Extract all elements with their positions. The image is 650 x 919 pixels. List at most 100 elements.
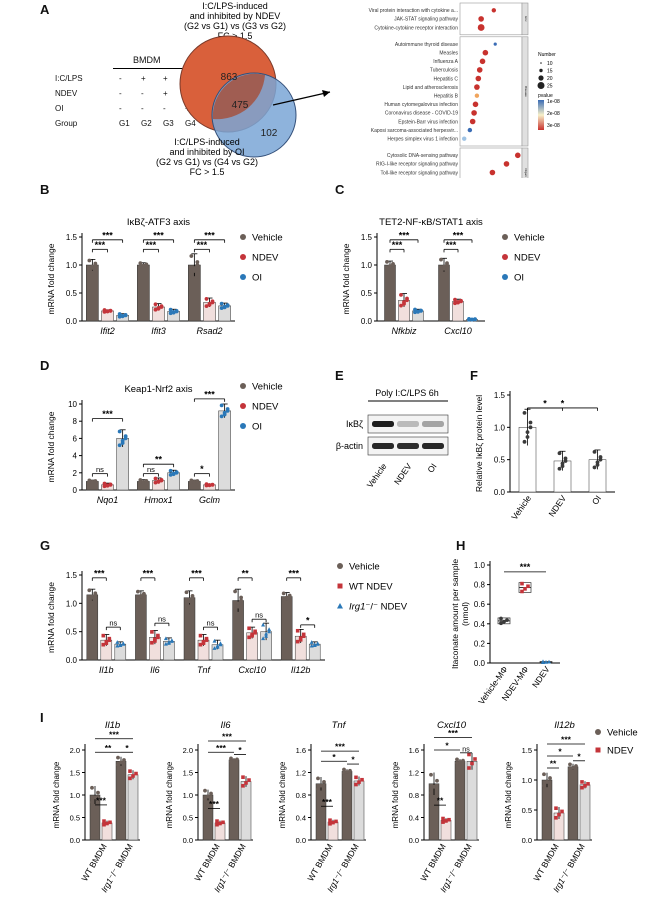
- data-point: [298, 638, 303, 642]
- y-tick-label: 8: [73, 417, 78, 426]
- significance-label: *: [561, 398, 565, 408]
- significance-label: *: [200, 464, 204, 474]
- data-point: [159, 478, 164, 483]
- data-point: [354, 782, 358, 787]
- data-point: [116, 755, 120, 760]
- significance-label: ***: [153, 230, 164, 240]
- data-point: [360, 777, 364, 782]
- table-cell: +: [141, 74, 146, 83]
- x-tick-label: Il6: [150, 665, 160, 675]
- data-point: [87, 597, 92, 602]
- bar: [341, 771, 353, 841]
- data-point: [399, 303, 403, 308]
- legend-label: Vehicle: [252, 233, 283, 244]
- y-tick-label: 0.4: [474, 620, 486, 629]
- data-point: [295, 628, 300, 633]
- significance-label: ***: [204, 230, 215, 240]
- data-point: [104, 641, 109, 645]
- bar: [353, 780, 365, 841]
- table-row-label: Group: [55, 119, 78, 128]
- data-point: [117, 429, 122, 434]
- data-point: [583, 783, 587, 788]
- data-point: [502, 619, 506, 624]
- data-point: [528, 420, 533, 425]
- legend-marker: [502, 234, 508, 240]
- data-point: [102, 822, 106, 827]
- data-point: [287, 594, 292, 599]
- legend-marker: [240, 383, 246, 389]
- x-tick-label: Ifit2: [100, 326, 115, 336]
- dotplot-term: Influenza A: [433, 59, 458, 65]
- data-point: [239, 598, 244, 603]
- data-point: [153, 307, 158, 312]
- data-point: [187, 599, 192, 604]
- data-point: [138, 264, 143, 269]
- legend-label: OI: [252, 422, 262, 433]
- dotplot-term: Hepatitis C: [434, 76, 459, 82]
- blot-title: Poly I:C/LPS 6h: [375, 388, 439, 398]
- significance-label: ***: [222, 732, 233, 742]
- data-point: [233, 607, 238, 612]
- dotplot-dot: [467, 127, 473, 133]
- x-tick-label: Nfkbiz: [391, 326, 417, 336]
- y-tick-label: 4: [73, 452, 78, 461]
- x-tick-label: Ifit3: [151, 326, 166, 336]
- blot-band: [422, 443, 444, 449]
- data-point: [116, 762, 120, 767]
- legend-label: Irg1⁻/⁻ NDEV: [349, 602, 408, 613]
- dotplot-term: Toll-like receptor signaling pathway: [380, 170, 458, 176]
- y-axis-label: mRNA fold change: [46, 243, 56, 314]
- data-point: [542, 772, 546, 777]
- significance-label: **: [437, 796, 444, 806]
- chart-c: TET2-NF-κB/STAT1 axis 0.0 0.5 1.0 1.5 mRNA fo…: [341, 217, 545, 336]
- legend-label: NDEV: [252, 253, 279, 264]
- data-point: [90, 800, 94, 805]
- data-point: [207, 303, 212, 307]
- data-point: [247, 635, 251, 640]
- data-point: [316, 787, 320, 792]
- data-point: [192, 480, 197, 484]
- significance-label: ns: [147, 465, 155, 474]
- y-axis-label: mRNA fold change: [165, 761, 174, 828]
- significance-label: *: [558, 747, 562, 757]
- y-axis-label: mRNA fold change: [46, 582, 56, 653]
- dotplot-term: Measles: [439, 51, 458, 57]
- dotplot-colorbar-label: 3e-08: [547, 123, 560, 129]
- significance-label: ***: [197, 240, 208, 250]
- table-cell: -: [141, 89, 144, 98]
- blot-row-label: β-actin: [336, 441, 363, 451]
- bar: [384, 264, 396, 322]
- dotplot-facet-label: Organ: [524, 168, 528, 177]
- y-tick-label: 1.5: [494, 391, 506, 400]
- x-tick-label: Cxcl10: [444, 326, 472, 336]
- data-point: [525, 435, 530, 439]
- dotplot-term: Herpes simplex virus 1 infection: [387, 137, 458, 143]
- dotplot-size-legend-label: 20: [547, 76, 553, 82]
- y-tick-label: 1.0: [183, 791, 193, 800]
- significance-label: *: [238, 745, 242, 755]
- table-header: BMDM: [133, 55, 161, 65]
- data-point: [163, 636, 168, 641]
- significance-label: ***: [399, 230, 410, 240]
- venn-overlap: [212, 73, 265, 120]
- data-point: [453, 301, 457, 306]
- data-point: [87, 588, 92, 593]
- data-point: [131, 774, 135, 778]
- data-point: [348, 768, 352, 773]
- data-point: [429, 790, 433, 795]
- venn-caption-line: I:C/LPS-induced: [174, 137, 240, 147]
- y-tick-label: 2.0: [183, 746, 193, 755]
- data-point: [120, 314, 125, 319]
- data-point: [429, 772, 433, 777]
- chart-title: Keap1-Nrf2 axis: [124, 384, 192, 395]
- data-point: [210, 482, 215, 487]
- x-tick-label: Rsad2: [196, 326, 222, 336]
- data-point: [107, 638, 112, 642]
- data-point: [445, 263, 449, 267]
- y-tick-label: 0: [73, 486, 78, 495]
- data-point: [247, 778, 251, 782]
- dotplot-size-legend-dot: [538, 75, 544, 81]
- bar: [135, 594, 147, 661]
